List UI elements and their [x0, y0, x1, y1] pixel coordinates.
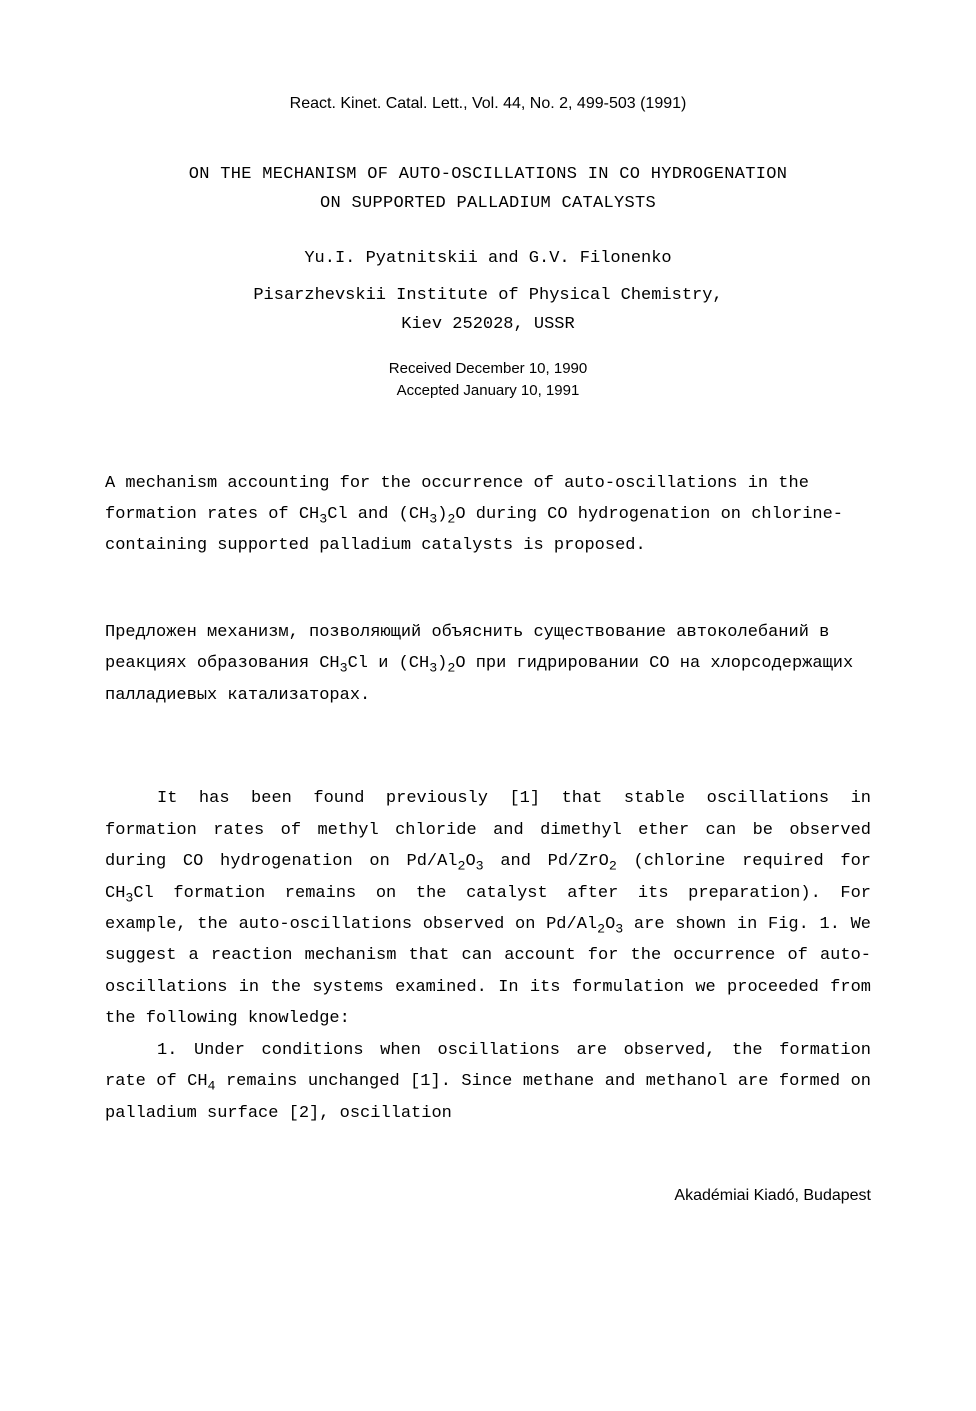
- received-date: Received December 10, 1990: [389, 360, 587, 377]
- affiliation: Pisarzhevskii Institute of Physical Chem…: [95, 282, 881, 340]
- body-paragraph-2: 1. Under conditions when oscillations ar…: [95, 1035, 881, 1129]
- affiliation-line-1: Pisarzhevskii Institute of Physical Chem…: [253, 286, 722, 305]
- dates-block: Received December 10, 1990 Accepted Janu…: [95, 358, 881, 403]
- publisher: Akadémiai Kiadó, Budapest: [95, 1187, 881, 1205]
- affiliation-line-2: Kiev 252028, USSR: [401, 315, 574, 334]
- title-line-2: ON SUPPORTED PALLADIUM CATALYSTS: [320, 194, 656, 213]
- accepted-date: Accepted January 10, 1991: [397, 382, 580, 399]
- journal-reference: React. Kinet. Catal. Lett., Vol. 44, No.…: [95, 95, 881, 113]
- authors: Yu.I. Pyatnitskii and G.V. Filonenko: [95, 249, 881, 268]
- body-text-1: It has been found previously [1] that st…: [105, 789, 871, 1028]
- paper-title: ON THE MECHANISM OF AUTO-OSCILLATIONS IN…: [95, 161, 881, 219]
- title-line-1: ON THE MECHANISM OF AUTO-OSCILLATIONS IN…: [189, 165, 788, 184]
- abstract-russian: Предложен механизм, позволяющий объяснит…: [95, 617, 881, 711]
- body-paragraph-1: It has been found previously [1] that st…: [95, 783, 881, 1035]
- abstract-english: A mechanism accounting for the occurrenc…: [95, 468, 881, 562]
- body-text-2: 1. Under conditions when oscillations ar…: [105, 1041, 871, 1123]
